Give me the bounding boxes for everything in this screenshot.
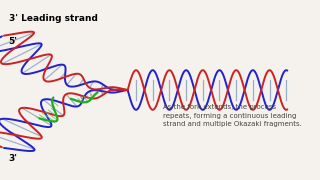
Text: 3': 3' bbox=[9, 154, 18, 163]
Text: 5': 5' bbox=[9, 37, 18, 46]
Text: 3' Leading strand: 3' Leading strand bbox=[9, 14, 98, 22]
Text: As the fork extends, the process
repeats, forming a continuous leading
strand an: As the fork extends, the process repeats… bbox=[163, 104, 301, 127]
